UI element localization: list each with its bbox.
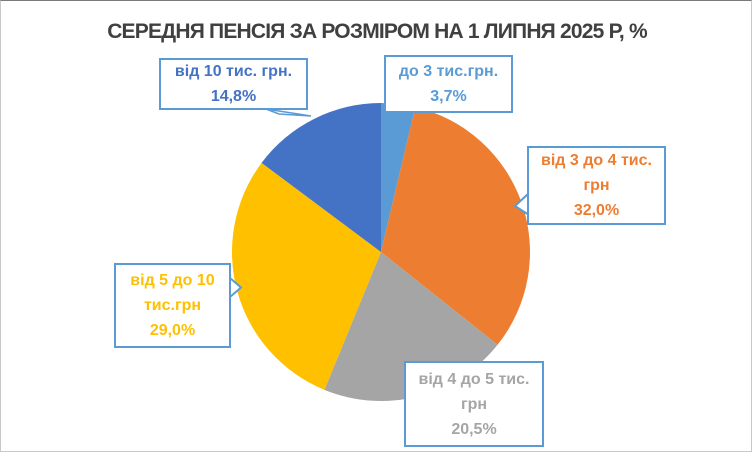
label-text: до 3 тис.грн. xyxy=(398,63,499,80)
label-text: грн xyxy=(460,395,488,413)
pie-slice-over10 xyxy=(261,103,381,252)
label-box-4k-5k: від 4 до 5 тис. грн 20,5% xyxy=(404,361,544,447)
callout-pointer-5to10 xyxy=(229,275,243,300)
label-box-5k-10k: від 5 до 10 тис.грн 29,0% xyxy=(114,263,231,348)
label-value: 14,8% xyxy=(210,88,257,105)
label-text: від 5 до 10 xyxy=(130,272,215,289)
label-text: від 10 тис. грн. xyxy=(174,63,293,80)
pie-slice-upto3 xyxy=(381,103,416,252)
label-value: 29,0% xyxy=(149,322,196,339)
label-box-upto-3k: до 3 тис.грн. 3,7% xyxy=(384,55,513,113)
pie-slice-3to4 xyxy=(381,107,531,345)
chart-title: СЕРЕДНЯ ПЕНСІЯ ЗА РОЗМІРОМ НА 1 ЛИПНЯ 20… xyxy=(107,20,647,43)
label-value: 20,5% xyxy=(451,420,497,438)
label-text: від 3 до 4 тис. xyxy=(541,152,652,169)
label-box-3k-4k: від 3 до 4 тис. грн 32,0% xyxy=(527,146,666,225)
callout-pointer-over10 xyxy=(265,108,312,117)
pie-slice-5to10 xyxy=(231,162,381,390)
label-value: 3,7% xyxy=(430,88,467,105)
label-text: грн xyxy=(583,177,610,194)
label-text: тис.грн xyxy=(143,297,202,314)
label-box-over-10k: від 10 тис. грн. 14,8% xyxy=(159,58,308,110)
label-value: 32,0% xyxy=(573,202,620,219)
label-text: від 4 до 5 тис. xyxy=(418,370,530,388)
